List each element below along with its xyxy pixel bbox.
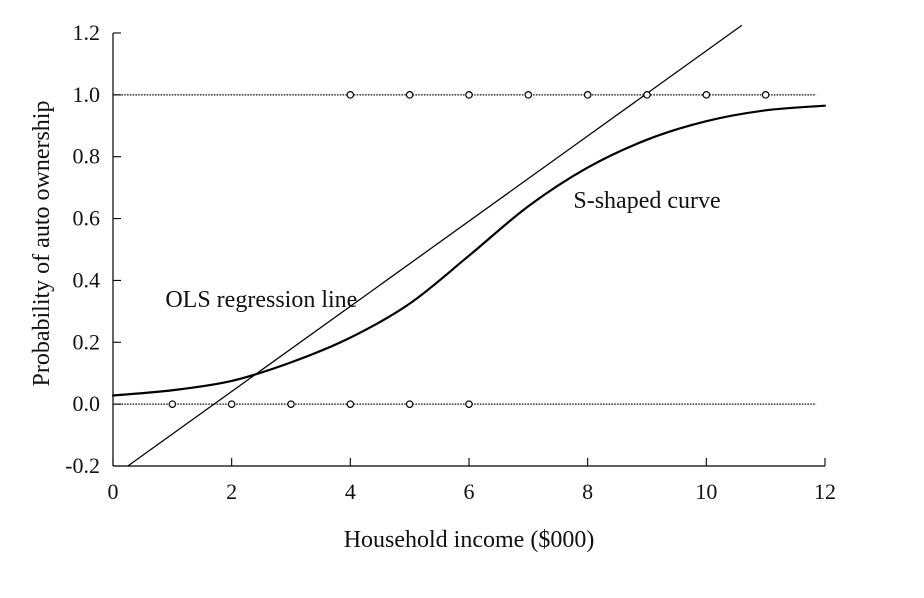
- x-tick-label: 8: [582, 479, 593, 504]
- x-tick-label: 2: [226, 479, 237, 504]
- x-tick-label: 0: [108, 479, 119, 504]
- observation-point: [583, 91, 592, 99]
- y-tick-label: 0.8: [73, 144, 101, 169]
- observation-point: [524, 91, 533, 99]
- observation-point: [287, 400, 295, 408]
- observation-point: [465, 91, 473, 99]
- observation-point: [761, 91, 770, 99]
- ols-regression-line: [127, 24, 743, 467]
- y-tick-label: 0.2: [73, 329, 101, 354]
- observation-point: [168, 400, 177, 408]
- y-tick-label: 1.2: [73, 20, 101, 45]
- y-tick-label: 0.4: [73, 267, 101, 292]
- observation-point: [405, 400, 414, 408]
- y-tick-label: 0.6: [73, 206, 101, 231]
- observation-point: [465, 400, 473, 408]
- x-tick-label: 6: [464, 479, 475, 504]
- x-axis-title: Household income ($000): [344, 527, 595, 553]
- y-axis-title: Probability of auto ownership: [29, 101, 55, 387]
- y-tick-label: 1.0: [73, 82, 101, 107]
- x-tick-label: 10: [695, 479, 717, 504]
- s-shaped-curve-label: S-shaped curve: [573, 188, 720, 214]
- observation-point: [346, 400, 355, 408]
- x-tick-label: 4: [345, 479, 356, 504]
- s-shaped-curve: [111, 104, 827, 397]
- observation-point: [405, 91, 414, 99]
- x-tick-label: 12: [814, 479, 836, 504]
- observation-point: [643, 91, 651, 99]
- observation-point: [346, 91, 355, 99]
- ols-regression-line-label: OLS regression line: [165, 287, 357, 313]
- observation-point: [227, 400, 236, 408]
- y-tick-label: -0.2: [65, 453, 100, 478]
- y-tick-label: 0.0: [73, 391, 101, 416]
- observation-point: [702, 91, 711, 99]
